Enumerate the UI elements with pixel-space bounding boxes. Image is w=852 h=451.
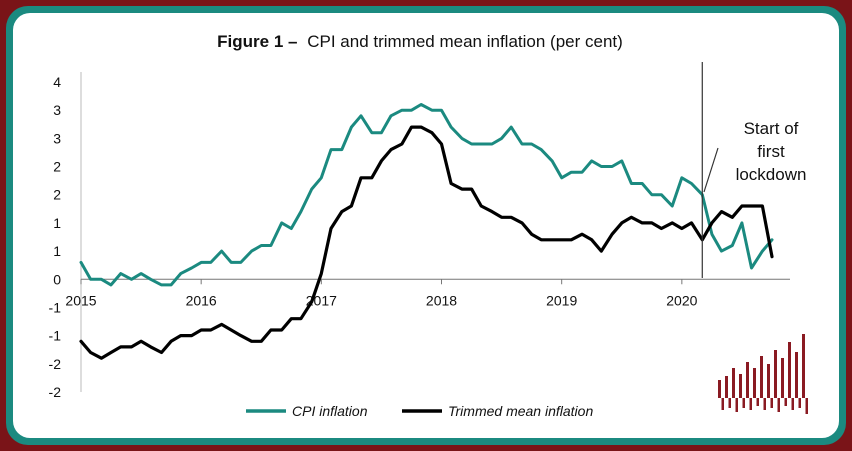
series-line-trimmed-mean-inflation [79, 125, 774, 360]
logo-bar [805, 398, 808, 414]
chart-panel [13, 13, 839, 438]
logo-bar [781, 358, 784, 398]
y-tick-label: -1 [49, 299, 62, 315]
logo-bar [791, 398, 794, 410]
logo-bar [753, 368, 756, 398]
logo-bar [728, 398, 731, 408]
logo-bar [749, 398, 752, 410]
y-tick-label: -2 [49, 384, 62, 400]
y-tick-label: 0 [53, 271, 61, 287]
annotation-line: Start of [744, 119, 799, 138]
logo-bar [788, 342, 791, 398]
y-tick-label: 2 [53, 187, 61, 203]
logo-bar [802, 334, 805, 398]
x-tick-label: 2015 [65, 292, 96, 308]
y-tick-label: 1 [53, 243, 61, 259]
y-tick-label: 4 [53, 74, 61, 90]
logo-bar [770, 398, 773, 408]
logo-bar [725, 376, 728, 398]
annotation-line: lockdown [736, 165, 807, 184]
logo-bar [721, 398, 724, 410]
x-axis-ticks: 2015 2016 2017 2018 2019 2020 [65, 279, 698, 308]
logo-bar [784, 398, 787, 406]
logo-bar [767, 364, 770, 398]
series-line-cpi-inflation [79, 103, 774, 287]
legend-label: CPI inflation [292, 403, 368, 419]
legend: CPI inflation Trimmed mean inflation [246, 403, 593, 419]
y-tick-label: 2 [53, 159, 61, 175]
logo-bar [746, 362, 749, 398]
x-tick-label: 2020 [666, 292, 697, 308]
chart-title-bold: Figure 1 – [217, 32, 297, 51]
logo-bar [798, 398, 801, 408]
series-lines [79, 103, 774, 360]
x-tick-label: 2019 [546, 292, 577, 308]
logo-bar [735, 398, 738, 412]
logo-bar [742, 398, 745, 408]
chart-title-rest: CPI and trimmed mean inflation (per cent… [307, 32, 623, 51]
annotation-line: first [757, 142, 785, 161]
y-tick-label: -2 [49, 356, 62, 372]
legend-label: Trimmed mean inflation [448, 403, 593, 419]
chart-title: Figure 1 – CPI and trimmed mean inflatio… [217, 32, 623, 51]
logo-bar [774, 350, 777, 398]
logo-bar [763, 398, 766, 410]
x-tick-label: 2018 [426, 292, 457, 308]
lockdown-annotation: Start of first lockdown [736, 119, 807, 184]
logo-bar [777, 398, 780, 412]
lockdown-annotation-pointer [703, 147, 719, 193]
y-tick-label: 3 [53, 130, 61, 146]
y-tick-label: -1 [49, 328, 62, 344]
y-axis-ticks: 4 3 3 2 2 1 1 0 -1 -1 -2 -2 [49, 74, 62, 400]
logo-bar [739, 374, 742, 398]
logo-bar [760, 356, 763, 398]
logo-bar [756, 398, 759, 406]
logo-bar [718, 380, 721, 398]
logo-bar [732, 368, 735, 398]
y-tick-label: 1 [53, 215, 61, 231]
x-tick-label: 2016 [186, 292, 217, 308]
logo-bar [795, 352, 798, 398]
bars-logo [718, 334, 808, 414]
y-tick-label: 3 [53, 102, 61, 118]
